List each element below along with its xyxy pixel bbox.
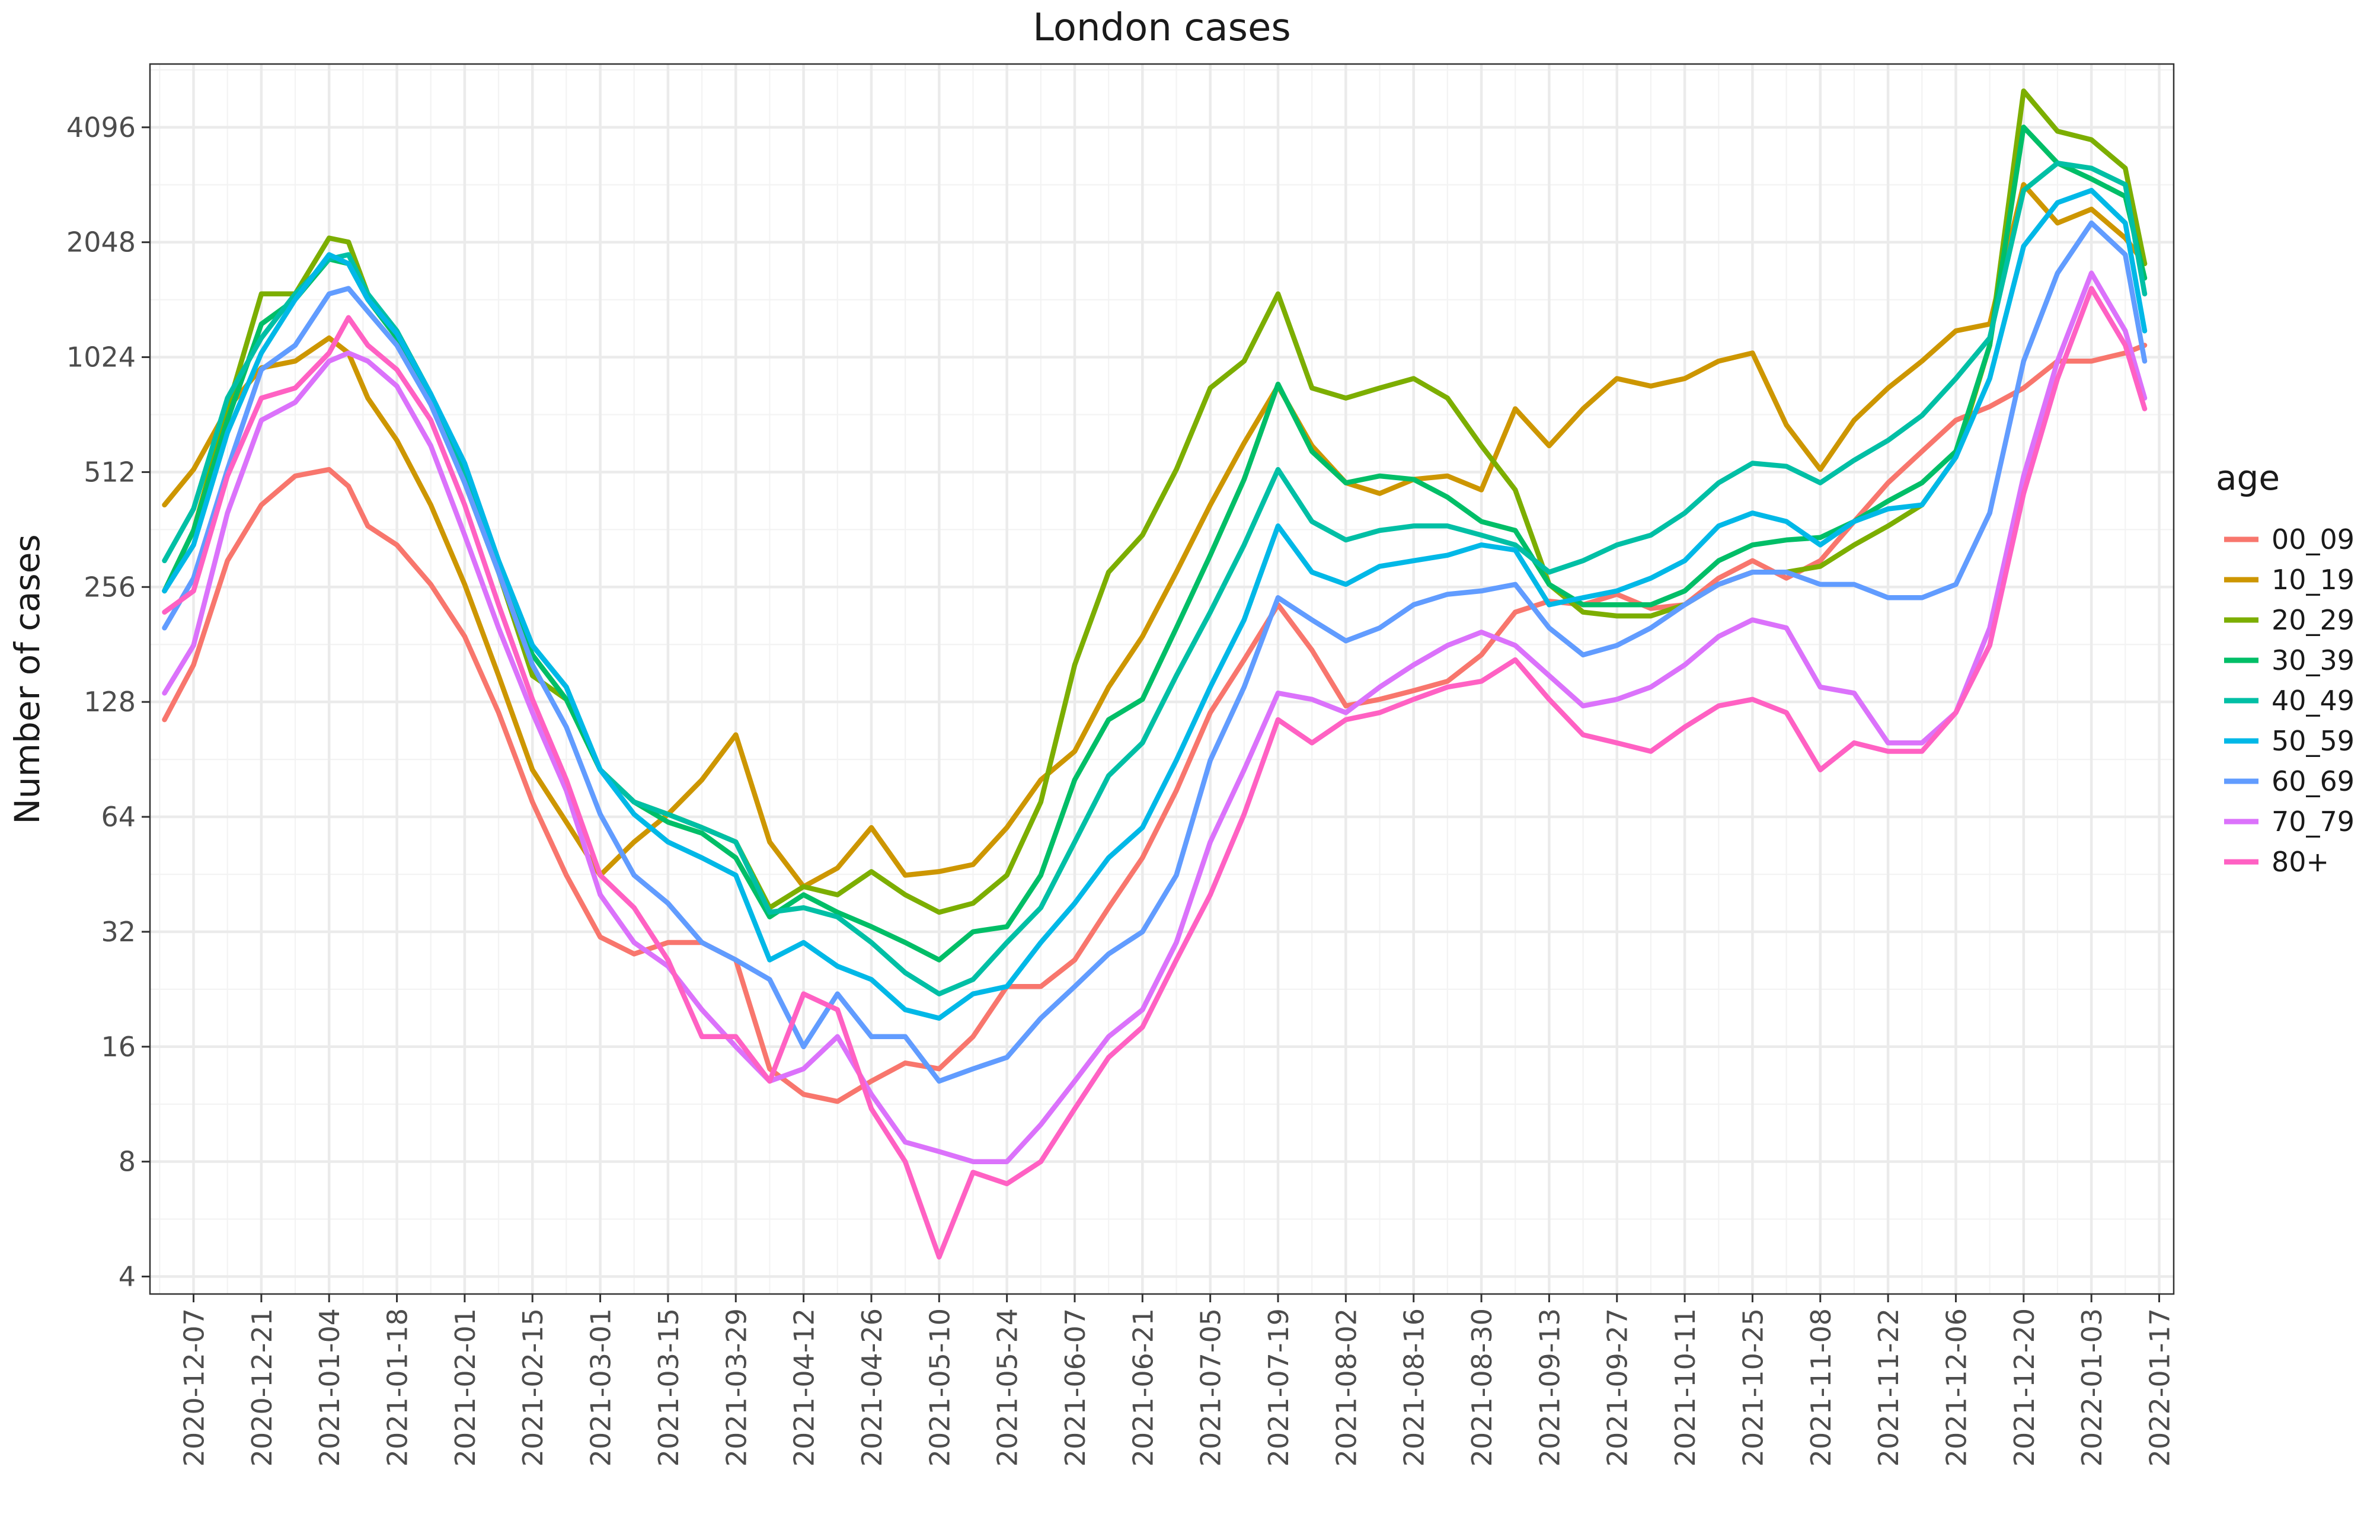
legend-label: 40_49 xyxy=(2272,685,2355,717)
y-axis: 4 8 16 32 64 128 256 512 1024 2048 4096 xyxy=(66,111,150,1293)
x-tick-label: 2021-02-01 xyxy=(449,1308,481,1466)
x-tick-label: 2021-10-25 xyxy=(1737,1308,1769,1466)
x-tick-label: 2021-11-08 xyxy=(1805,1308,1837,1466)
x-tick-label: 2021-07-05 xyxy=(1195,1308,1227,1466)
y-tick-label: 16 xyxy=(101,1031,136,1063)
legend-label: 50_59 xyxy=(2272,725,2355,757)
x-tick-label: 2021-11-22 xyxy=(1873,1308,1905,1466)
x-tick-label: 2021-06-07 xyxy=(1059,1308,1091,1466)
series-layer xyxy=(162,88,2148,1260)
x-tick-label: 2021-10-11 xyxy=(1669,1308,1701,1466)
legend-item-00_09: 00_09 xyxy=(2224,523,2355,555)
x-tick-label: 2021-03-01 xyxy=(585,1308,617,1466)
y-tick-label: 1024 xyxy=(66,341,136,373)
legend-label: 00_09 xyxy=(2272,523,2355,555)
x-tick-label: 2021-04-26 xyxy=(856,1308,888,1466)
chart-title: London cases xyxy=(1033,6,1290,50)
legend-item-50_59: 50_59 xyxy=(2224,725,2355,757)
plot-panel-border xyxy=(149,63,2175,1295)
x-tick-label: 2022-01-17 xyxy=(2143,1308,2175,1466)
y-axis-title: Number of cases xyxy=(7,534,47,824)
series-line-10_19 xyxy=(162,182,2148,890)
legend-item-10_19: 10_19 xyxy=(2224,564,2355,596)
x-tick-label: 2020-12-07 xyxy=(178,1308,210,1466)
x-tick-label: 2021-08-02 xyxy=(1330,1308,1362,1466)
legend-items: 00_09 10_19 20_29 30_39 40_49 50_59 60_69 70_79… xyxy=(2224,523,2355,878)
legend-item-40_49: 40_49 xyxy=(2224,685,2355,717)
legend-label: 10_19 xyxy=(2272,564,2355,596)
legend-label: 80+ xyxy=(2272,846,2329,878)
x-tick-label: 2021-01-18 xyxy=(382,1308,414,1466)
legend-label: 30_39 xyxy=(2272,644,2355,676)
x-tick-label: 2021-03-29 xyxy=(720,1308,752,1466)
x-tick-label: 2022-01-03 xyxy=(2076,1308,2108,1466)
x-tick-label: 2021-01-04 xyxy=(314,1308,346,1466)
y-tick-label: 512 xyxy=(84,456,136,488)
legend-item-80+: 80+ xyxy=(2224,846,2329,878)
legend: age 00_09 10_19 20_29 30_39 40_49 50_59 60_69 7… xyxy=(2216,458,2355,878)
legend-item-60_69: 60_69 xyxy=(2224,765,2355,797)
legend-label: 60_69 xyxy=(2272,765,2355,797)
x-tick-label: 2021-04-12 xyxy=(788,1308,820,1466)
x-tick-label: 2021-07-19 xyxy=(1263,1308,1295,1466)
x-tick-label: 2021-05-24 xyxy=(992,1308,1024,1466)
x-tick-label: 2021-12-06 xyxy=(1940,1308,1972,1466)
legend-item-20_29: 20_29 xyxy=(2224,604,2355,636)
grid-major xyxy=(150,64,2174,1294)
y-tick-label: 128 xyxy=(84,686,136,718)
grid-minor xyxy=(150,64,2174,1294)
x-tick-label: 2021-08-16 xyxy=(1398,1308,1430,1466)
x-axis: 2020-12-07 2020-12-21 2021-01-04 2021-01-18… xyxy=(178,1294,2175,1466)
y-tick-label: 2048 xyxy=(66,226,136,258)
y-tick-label: 64 xyxy=(101,801,136,833)
y-tick-label: 256 xyxy=(84,571,136,603)
x-tick-label: 2021-09-13 xyxy=(1534,1308,1566,1466)
x-tick-label: 2021-02-15 xyxy=(517,1308,549,1466)
legend-item-30_39: 30_39 xyxy=(2224,644,2355,676)
x-tick-label: 2021-09-27 xyxy=(1602,1308,1634,1466)
y-tick-label: 8 xyxy=(119,1146,136,1178)
series-line-60_69 xyxy=(162,220,2148,1084)
x-tick-label: 2021-06-21 xyxy=(1127,1308,1159,1466)
y-tick-label: 4096 xyxy=(66,111,136,143)
x-tick-label: 2021-03-15 xyxy=(653,1308,685,1466)
series-line-70_79 xyxy=(162,270,2148,1164)
legend-label: 70_79 xyxy=(2272,806,2355,838)
series-line-80+ xyxy=(162,286,2148,1260)
x-tick-label: 2021-08-30 xyxy=(1466,1308,1498,1466)
legend-item-70_79: 70_79 xyxy=(2224,806,2355,838)
y-tick-label: 32 xyxy=(101,916,136,948)
x-tick-label: 2020-12-21 xyxy=(246,1308,278,1466)
series-line-50_59 xyxy=(162,187,2148,1021)
x-tick-label: 2021-05-10 xyxy=(924,1308,956,1466)
series-line-00_09 xyxy=(162,343,2148,1104)
legend-label: 20_29 xyxy=(2272,604,2355,636)
legend-title: age xyxy=(2216,458,2280,498)
y-tick-label: 4 xyxy=(119,1261,136,1293)
x-tick-label: 2021-12-20 xyxy=(2008,1308,2040,1466)
